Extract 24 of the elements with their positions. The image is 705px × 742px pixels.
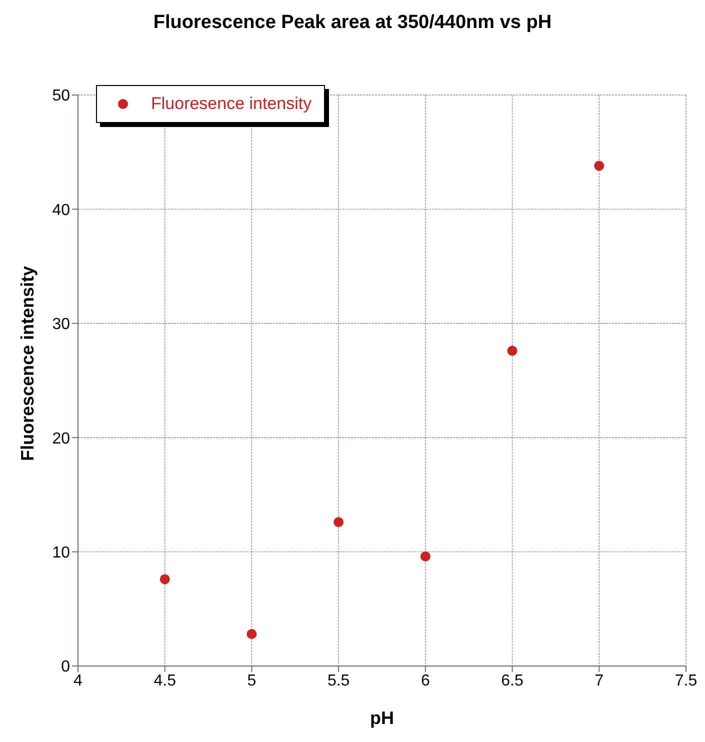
y-tick-label: 50 [52, 88, 70, 105]
x-tick-label: 7 [594, 672, 604, 690]
y-tick-label: 0 [61, 658, 70, 676]
legend-label: Fluoresence intensity [151, 94, 312, 114]
x-tick-label: 6 [420, 672, 430, 690]
y-tick-label: 10 [52, 544, 70, 562]
chart-title: Fluorescence Peak area at 350/440nm vs pH [152, 12, 553, 34]
point [334, 517, 344, 528]
x-tick-label: 5.5 [327, 672, 350, 690]
point [160, 574, 170, 584]
point [507, 346, 518, 356]
y-tick-label: 30 [52, 316, 70, 334]
point [246, 629, 257, 640]
x-axis-title: pH [369, 708, 395, 729]
y-axis-title: Fluorescence intensity [18, 264, 38, 464]
x-tick-label: 5 [247, 672, 256, 690]
point [420, 551, 430, 562]
x-tick-label: 7.5 [674, 672, 698, 690]
point [594, 160, 604, 171]
y-tick-label: 40 [52, 202, 70, 219]
x-tick-label: 4 [74, 672, 83, 690]
x-tick-label: 6.5 [501, 672, 524, 690]
y-tick-label: 20 [52, 430, 70, 448]
x-tick-label: 4.5 [154, 672, 176, 690]
